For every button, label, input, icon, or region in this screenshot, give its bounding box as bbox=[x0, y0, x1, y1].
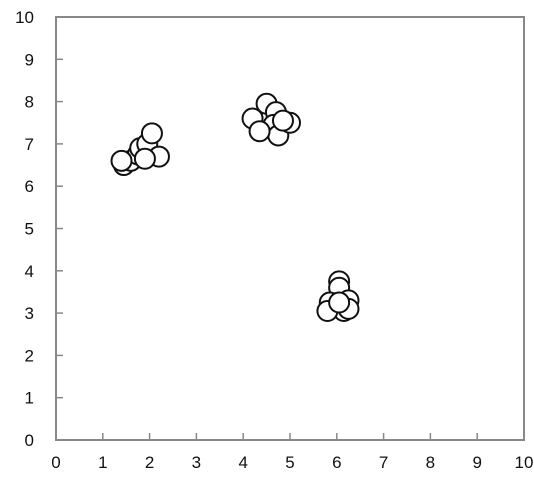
y-axis-ticks: 0 1 2 3 4 5 6 7 8 9 10 bbox=[15, 8, 63, 450]
x-tick-label: 2 bbox=[145, 453, 154, 472]
x-tick-label: 5 bbox=[285, 453, 294, 472]
data-point bbox=[133, 147, 156, 170]
y-tick-label: 6 bbox=[25, 177, 34, 196]
y-tick-label: 2 bbox=[25, 346, 34, 365]
x-tick-label: 4 bbox=[238, 453, 247, 472]
y-tick-label: 10 bbox=[15, 8, 34, 27]
x-tick-label: 0 bbox=[51, 453, 60, 472]
x-tick-label: 6 bbox=[332, 453, 341, 472]
y-tick-label: 5 bbox=[25, 220, 34, 239]
y-tick-label: 1 bbox=[25, 389, 34, 408]
data-point bbox=[110, 149, 133, 172]
data-points bbox=[110, 92, 360, 322]
x-tick-label: 8 bbox=[426, 453, 435, 472]
x-tick-label: 9 bbox=[472, 453, 481, 472]
x-tick-label: 3 bbox=[192, 453, 201, 472]
plot-frame bbox=[55, 16, 525, 441]
y-tick-label: 0 bbox=[25, 431, 34, 450]
x-tick-label: 1 bbox=[98, 453, 107, 472]
x-tick-label: 7 bbox=[379, 453, 388, 472]
x-axis-ticks: 0 1 2 3 4 5 6 7 8 9 10 bbox=[51, 433, 533, 472]
y-tick-label: 3 bbox=[25, 304, 34, 323]
y-tick-label: 9 bbox=[25, 50, 34, 69]
y-tick-label: 7 bbox=[25, 135, 34, 154]
x-tick-label: 10 bbox=[515, 453, 534, 472]
data-point bbox=[328, 291, 351, 314]
data-point bbox=[271, 109, 294, 132]
axes bbox=[55, 16, 525, 441]
y-tick-label: 8 bbox=[25, 93, 34, 112]
data-point bbox=[248, 120, 271, 143]
data-point bbox=[140, 122, 163, 145]
y-tick-label: 4 bbox=[25, 262, 34, 281]
